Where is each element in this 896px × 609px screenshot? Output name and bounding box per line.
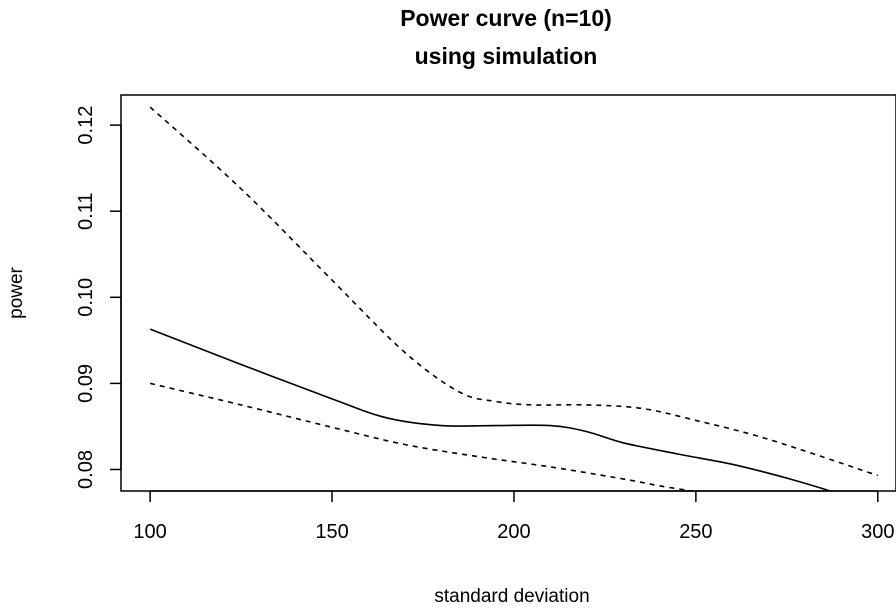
series-layer bbox=[149, 106, 879, 491]
chart-title-line-1: Power curve (n=10) bbox=[400, 5, 612, 31]
y-axis-label: power bbox=[6, 266, 27, 318]
y-tick-label: 0.08 bbox=[75, 450, 97, 489]
x-tick-label: 200 bbox=[497, 521, 530, 543]
lower-bound-dashed-line bbox=[149, 382, 693, 491]
x-axis: 100 150 200 250 300 bbox=[133, 490, 894, 543]
y-tick-label: 0.09 bbox=[75, 364, 97, 403]
upper-bound-dashed-line bbox=[149, 106, 879, 477]
plot-frame bbox=[120, 94, 896, 492]
y-tick-label: 0.11 bbox=[75, 192, 97, 229]
chart-title-line-2: using simulation bbox=[415, 43, 598, 69]
x-tick-label: 300 bbox=[861, 521, 894, 543]
y-tick-label: 0.12 bbox=[75, 106, 97, 145]
x-axis-label: standard deviation bbox=[434, 586, 589, 607]
x-tick-label: 150 bbox=[315, 521, 348, 543]
y-tick-label: 0.10 bbox=[75, 278, 97, 317]
power-estimate-line bbox=[149, 328, 831, 491]
y-axis: 0.08 0.09 0.10 0.11 0.12 bbox=[75, 106, 122, 489]
x-tick-label: 100 bbox=[133, 521, 166, 543]
x-tick-label: 250 bbox=[679, 521, 712, 543]
